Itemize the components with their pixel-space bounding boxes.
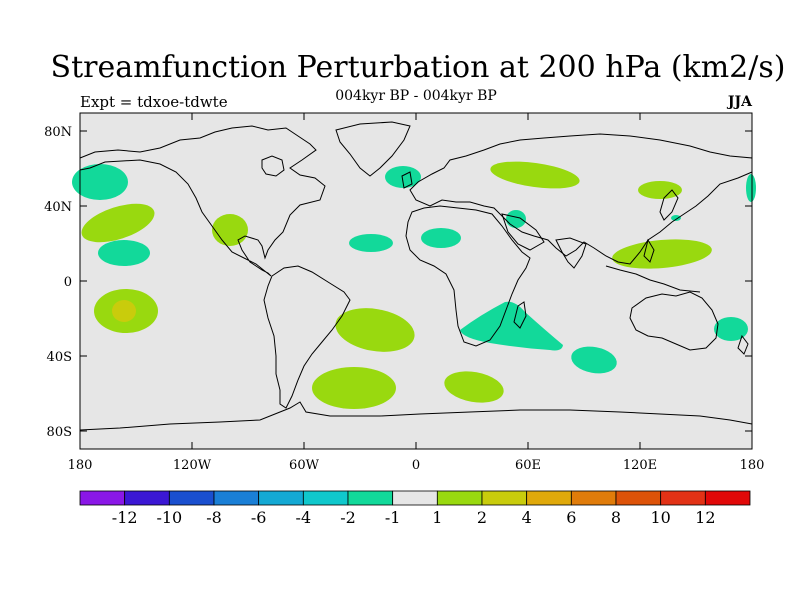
colorbar-swatch: [570, 490, 617, 506]
anomaly-lo-alaska: [72, 164, 128, 200]
lon-tick-label: 60E: [515, 458, 541, 473]
coast-antarctica: [79, 401, 753, 431]
lat-tick-label: 0: [64, 275, 72, 290]
lon-tick-label: 120E: [623, 458, 657, 473]
colorbar-swatch: [660, 490, 706, 506]
colorbar-label: 6: [566, 508, 576, 527]
colorbar-swatch: [526, 490, 572, 506]
colorbar-label: 4: [522, 508, 532, 527]
anomaly-hi-west-pacific: [612, 239, 712, 269]
colorbar-swatch: [168, 490, 215, 506]
anomaly-lo-red-sea: [506, 210, 526, 228]
anomaly-hi-gulf: [212, 214, 248, 246]
lat-axis: [80, 130, 752, 432]
anomaly-lo-hawaii: [98, 240, 150, 266]
lon-tick-label: 60W: [289, 458, 320, 473]
colorbar-label: -12: [112, 508, 138, 527]
colorbar-swatch: [213, 490, 260, 506]
coast-new-zealand: [737, 334, 749, 355]
lat-tick-labels: 80N 40N 0 40S 80S: [44, 125, 72, 440]
anomaly-contours: [72, 161, 756, 409]
colorbar-swatch: [258, 490, 304, 506]
colorbar-swatch: [392, 490, 438, 506]
chart-subtitle: 004kyr BP - 004kyr BP: [335, 88, 497, 104]
anomaly-hi-russia: [490, 161, 580, 189]
colorbar-label: 1: [432, 508, 442, 527]
chart-title: Streamfunction Perturbation at 200 hPa (…: [50, 50, 786, 85]
lat-tick-label: 80N: [44, 125, 72, 140]
coast-philippines: [643, 238, 655, 263]
lon-axis: [79, 113, 753, 449]
coast-north-america: [79, 125, 326, 277]
lat-tick-label: 80S: [47, 425, 72, 440]
colorbar-label: -8: [206, 508, 222, 527]
anomaly-hi-south-pacific-core: [112, 300, 136, 322]
coast-uk: [401, 171, 413, 189]
anomaly-lo-tasman: [714, 317, 748, 341]
colorbar-swatch: [704, 490, 751, 506]
coastlines: [79, 121, 753, 431]
colorbar-label: 12: [695, 508, 715, 527]
coast-africa: [405, 205, 531, 347]
coast-hudson-bay: [261, 155, 285, 177]
colorbar-swatch: [481, 490, 528, 506]
anomaly-hi-south-africa: [444, 371, 504, 403]
colorbar-label: -6: [251, 508, 267, 527]
colorbar-label: -1: [385, 508, 401, 527]
season-label: JJA: [727, 94, 752, 110]
colorbar-label: -2: [340, 508, 356, 527]
anomaly-hi-japan: [638, 181, 682, 199]
lon-tick-labels: 180 120W 60W 0 60E 120E 180: [68, 458, 765, 473]
coast-australia: [629, 291, 719, 351]
lon-tick-label: 0: [412, 458, 420, 473]
colorbar-label: 8: [611, 508, 621, 527]
anomaly-lo-kamchatka: [746, 174, 756, 202]
lon-tick-label: 120W: [173, 458, 212, 473]
anomaly-lo-japan-small: [671, 215, 681, 221]
anomaly-hi-northeast-pacific: [81, 203, 155, 243]
colorbar-swatch: [347, 490, 394, 506]
anomaly-lo-atlantic-e: [421, 228, 461, 248]
anomaly-lo-south-indian: [571, 346, 617, 374]
coast-south-america: [263, 265, 351, 409]
colorbar-label: 2: [477, 508, 487, 527]
coast-japan: [659, 189, 679, 221]
anomaly-lo-atlantic-w: [349, 234, 393, 252]
colorbar-swatch: [79, 490, 126, 506]
anomaly-lo-indian-ocean: [460, 301, 563, 351]
coast-indonesia: [605, 265, 701, 293]
lon-tick-label: 180: [740, 458, 765, 473]
colorbar-swatch: [124, 490, 170, 506]
anomaly-hi-south-atlantic: [335, 308, 415, 352]
coast-madagascar: [513, 301, 527, 329]
colorbar: [79, 490, 751, 506]
coast-greenland: [335, 121, 411, 177]
colorbar-label: 10: [650, 508, 670, 527]
colorbar-swatch: [615, 490, 662, 506]
colorbar-label: -4: [296, 508, 312, 527]
coast-india: [555, 237, 587, 269]
colorbar-swatch: [436, 490, 483, 506]
map-background: [80, 113, 752, 449]
lat-tick-label: 40S: [47, 350, 72, 365]
anomaly-hi-southern-ocean: [312, 367, 396, 409]
colorbar-labels: -12 -10 -8 -6 -4 -2 -1 1 2 4 6 8 10 12: [112, 508, 716, 527]
coast-eurasia: [409, 133, 753, 265]
experiment-label: Expt = tdxoe-tdwte: [80, 93, 228, 111]
colorbar-swatch: [302, 490, 349, 506]
coast-arabia: [501, 213, 545, 251]
lon-tick-label: 180: [68, 458, 93, 473]
lat-tick-label: 40N: [44, 200, 72, 215]
colorbar-label: -10: [156, 508, 182, 527]
